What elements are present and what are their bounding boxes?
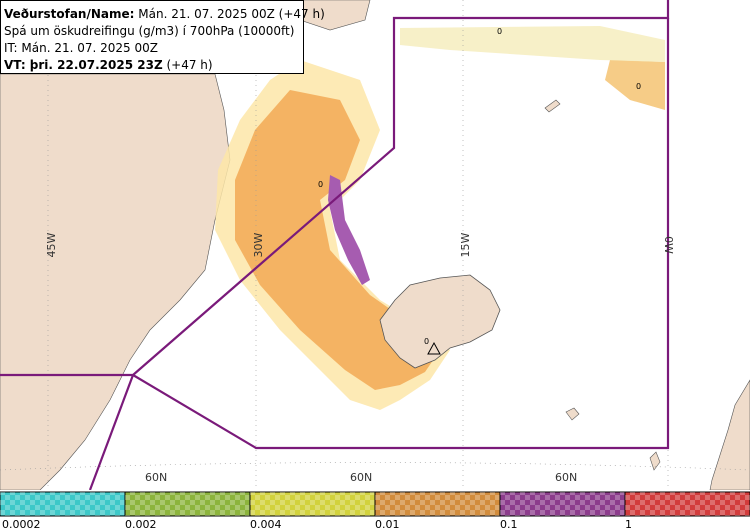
norway-coast: [709, 379, 750, 490]
ash-patch-east: [605, 60, 665, 110]
info-run: Mán. 21. 07. 2025 00Z (+47 h): [134, 7, 325, 21]
info-valid-time: VT: þri. 22.07.2025 23Z: [4, 58, 163, 72]
legend-swatch-pattern: [250, 492, 375, 516]
lon-label-30w: 30W: [252, 232, 265, 257]
legend-value-label: 0.0002: [2, 518, 41, 531]
lon-label-15w: 15W: [459, 232, 472, 257]
contour-label: 0: [424, 337, 429, 346]
forecast-info-box: Veðurstofan/Name: Mán. 21. 07. 2025 00Z …: [0, 0, 325, 74]
shetland: [649, 451, 661, 471]
info-line-1: Veðurstofan/Name: Mán. 21. 07. 2025 00Z …: [4, 6, 325, 23]
legend-swatch-pattern: [375, 492, 500, 516]
greenland-landmass: [0, 73, 231, 490]
legend-value-label: 0.01: [375, 518, 400, 531]
legend-value-label: 0.002: [125, 518, 157, 531]
lat-label-60n: 60N: [555, 471, 577, 484]
info-line-2: Spá um öskudreifingu (g/m3) í 700hPa (10…: [4, 24, 295, 38]
iceland: [379, 274, 501, 369]
ash-patch-east-light: [400, 26, 665, 62]
legend-value-label: 0.004: [250, 518, 282, 531]
jan-mayen: [544, 99, 561, 113]
contour-label: 0: [636, 82, 641, 91]
legend-swatch-pattern: [625, 492, 750, 516]
legend-swatch-pattern: [0, 492, 125, 516]
info-line-4: VT: þri. 22.07.2025 23Z (+47 h): [4, 57, 299, 74]
legend-swatch-pattern: [500, 492, 625, 516]
lon-label-0w: 0W: [662, 236, 675, 254]
info-agency: Veðurstofan/Name:: [4, 7, 135, 21]
faroe-islands: [565, 407, 580, 421]
lon-label-45w: 45W: [45, 232, 58, 257]
info-line-3: IT: Mán. 21. 07. 2025 00Z: [4, 41, 158, 55]
legend-value-label: 0.1: [500, 518, 518, 531]
legend-value-label: 1: [625, 518, 632, 531]
ash-dispersion-map: 0 0 0 0 45W 30W 15W 0W 60N 60N 60N: [0, 0, 750, 490]
fir-boundary: [0, 0, 670, 490]
lat-label-60n: 60N: [145, 471, 167, 484]
concentration-legend: 0.0002 0.002 0.004 0.01 0.1 1: [0, 491, 750, 531]
volcano-marker-icon: [427, 341, 441, 355]
info-valid-offset: (+47 h): [162, 58, 213, 72]
ash-plume-dense: [328, 175, 370, 285]
contour-label: 0: [497, 27, 502, 36]
contour-label: 0: [318, 180, 323, 189]
lat-label-60n: 60N: [350, 471, 372, 484]
legend-swatch-pattern: [125, 492, 250, 516]
